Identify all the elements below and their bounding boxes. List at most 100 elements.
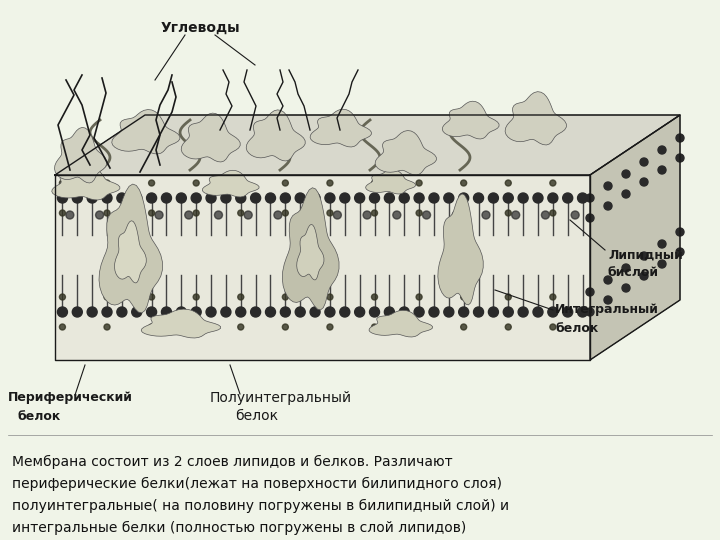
Circle shape bbox=[147, 307, 156, 317]
Circle shape bbox=[676, 154, 684, 162]
Circle shape bbox=[429, 307, 439, 317]
Circle shape bbox=[640, 178, 648, 186]
Circle shape bbox=[503, 193, 513, 203]
Circle shape bbox=[235, 193, 246, 203]
Circle shape bbox=[72, 193, 82, 203]
Circle shape bbox=[399, 307, 409, 317]
Circle shape bbox=[325, 193, 335, 203]
Circle shape bbox=[586, 308, 594, 316]
Text: белок: белок bbox=[18, 409, 61, 422]
Polygon shape bbox=[202, 170, 259, 197]
Circle shape bbox=[550, 324, 556, 330]
Circle shape bbox=[238, 210, 244, 216]
Circle shape bbox=[117, 193, 127, 203]
Circle shape bbox=[459, 307, 469, 317]
Text: бислой: бислой bbox=[608, 267, 659, 280]
Circle shape bbox=[444, 307, 454, 317]
Circle shape bbox=[622, 170, 630, 178]
Circle shape bbox=[550, 210, 556, 216]
Circle shape bbox=[96, 211, 104, 219]
Text: Интегральный: Интегральный bbox=[555, 303, 659, 316]
Circle shape bbox=[72, 307, 82, 317]
Text: Углеводы: Углеводы bbox=[160, 21, 240, 35]
Circle shape bbox=[416, 294, 422, 300]
Text: Мембрана состоит из 2 слоев липидов и белков. Различают: Мембрана состоит из 2 слоев липидов и бе… bbox=[12, 455, 453, 469]
Circle shape bbox=[577, 307, 588, 317]
Circle shape bbox=[474, 193, 484, 203]
Circle shape bbox=[372, 324, 377, 330]
Circle shape bbox=[58, 193, 68, 203]
Circle shape bbox=[640, 158, 648, 166]
Circle shape bbox=[274, 211, 282, 219]
Polygon shape bbox=[181, 113, 240, 162]
Circle shape bbox=[104, 294, 110, 300]
Circle shape bbox=[310, 193, 320, 203]
Circle shape bbox=[658, 240, 666, 248]
Circle shape bbox=[282, 324, 288, 330]
Circle shape bbox=[622, 264, 630, 272]
Circle shape bbox=[416, 324, 422, 330]
Circle shape bbox=[399, 193, 409, 203]
Circle shape bbox=[372, 180, 377, 186]
Circle shape bbox=[488, 193, 498, 203]
Polygon shape bbox=[310, 109, 372, 147]
Circle shape bbox=[461, 294, 467, 300]
Circle shape bbox=[571, 211, 579, 219]
Circle shape bbox=[266, 307, 276, 317]
Circle shape bbox=[193, 324, 199, 330]
Circle shape bbox=[550, 180, 556, 186]
Circle shape bbox=[676, 248, 684, 256]
Circle shape bbox=[238, 294, 244, 300]
Circle shape bbox=[251, 307, 261, 317]
Circle shape bbox=[363, 211, 371, 219]
Polygon shape bbox=[55, 115, 680, 175]
Circle shape bbox=[541, 211, 549, 219]
Circle shape bbox=[622, 190, 630, 198]
Circle shape bbox=[586, 288, 594, 296]
Polygon shape bbox=[375, 131, 436, 175]
Circle shape bbox=[563, 193, 572, 203]
Circle shape bbox=[676, 134, 684, 142]
Circle shape bbox=[505, 210, 511, 216]
Circle shape bbox=[87, 307, 97, 317]
Circle shape bbox=[505, 180, 511, 186]
Circle shape bbox=[533, 307, 543, 317]
Circle shape bbox=[676, 228, 684, 236]
Circle shape bbox=[622, 284, 630, 292]
Circle shape bbox=[640, 272, 648, 280]
Polygon shape bbox=[505, 92, 567, 145]
Circle shape bbox=[548, 307, 558, 317]
Circle shape bbox=[461, 324, 467, 330]
Circle shape bbox=[563, 307, 572, 317]
Circle shape bbox=[192, 193, 201, 203]
Circle shape bbox=[327, 180, 333, 186]
Circle shape bbox=[586, 214, 594, 222]
Circle shape bbox=[372, 294, 377, 300]
Circle shape bbox=[102, 307, 112, 317]
Circle shape bbox=[414, 307, 424, 317]
Circle shape bbox=[221, 307, 231, 317]
Circle shape bbox=[429, 193, 439, 203]
Circle shape bbox=[604, 202, 612, 210]
Circle shape bbox=[132, 193, 142, 203]
Circle shape bbox=[658, 166, 666, 174]
Circle shape bbox=[586, 194, 594, 202]
Polygon shape bbox=[52, 167, 120, 200]
Circle shape bbox=[604, 276, 612, 284]
Circle shape bbox=[640, 252, 648, 260]
Circle shape bbox=[148, 210, 155, 216]
Polygon shape bbox=[55, 127, 107, 183]
Circle shape bbox=[518, 307, 528, 317]
Circle shape bbox=[474, 307, 484, 317]
Circle shape bbox=[327, 210, 333, 216]
Circle shape bbox=[505, 324, 511, 330]
Circle shape bbox=[444, 193, 454, 203]
Circle shape bbox=[658, 146, 666, 154]
Text: Полуинтегральный: Полуинтегральный bbox=[210, 391, 352, 405]
Polygon shape bbox=[297, 225, 324, 280]
Circle shape bbox=[206, 307, 216, 317]
Text: белок: белок bbox=[555, 321, 598, 334]
Circle shape bbox=[148, 180, 155, 186]
Circle shape bbox=[503, 307, 513, 317]
Circle shape bbox=[238, 180, 244, 186]
